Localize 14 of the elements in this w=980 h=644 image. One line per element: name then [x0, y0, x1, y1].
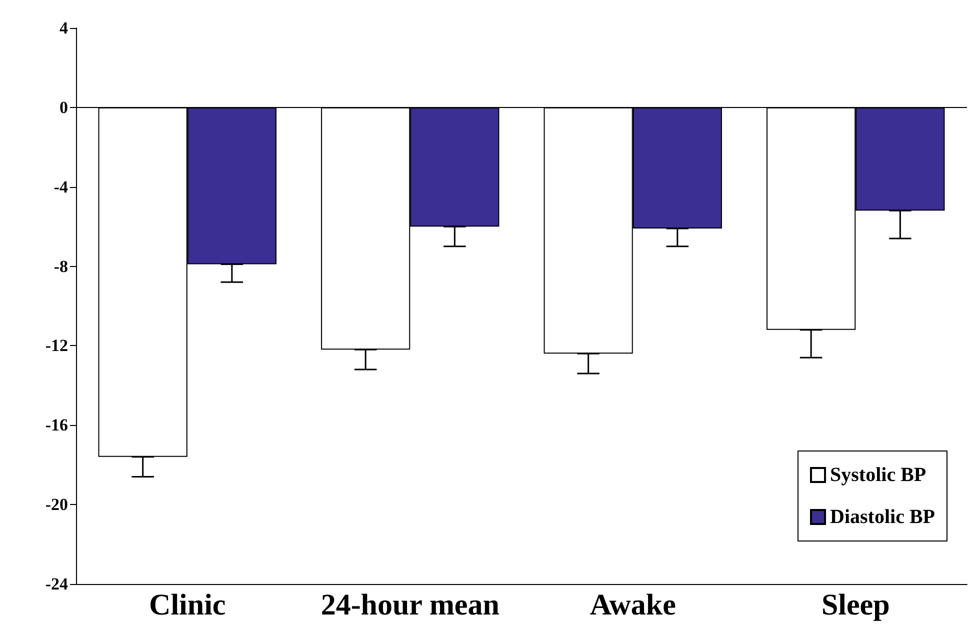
- legend-label: Systolic BP: [830, 464, 926, 486]
- y-tick-label: -16: [45, 416, 68, 435]
- y-tick-label: -24: [45, 574, 68, 594]
- x-tick-label: Sleep: [821, 588, 890, 622]
- y-tick-label: -20: [45, 495, 68, 514]
- y-tick-label: 4: [60, 18, 68, 38]
- legend-label: Diastolic BP: [830, 506, 936, 528]
- y-tick-label: -12: [45, 336, 68, 356]
- y-tick-label: -8: [54, 256, 68, 276]
- x-tick-label: Clinic: [149, 588, 226, 622]
- y-tick-label: 0: [60, 98, 68, 117]
- x-tick-label: 24-hour mean: [320, 588, 500, 622]
- x-tick-label: Awake: [590, 588, 676, 622]
- y-tick-label: -4: [54, 177, 68, 196]
